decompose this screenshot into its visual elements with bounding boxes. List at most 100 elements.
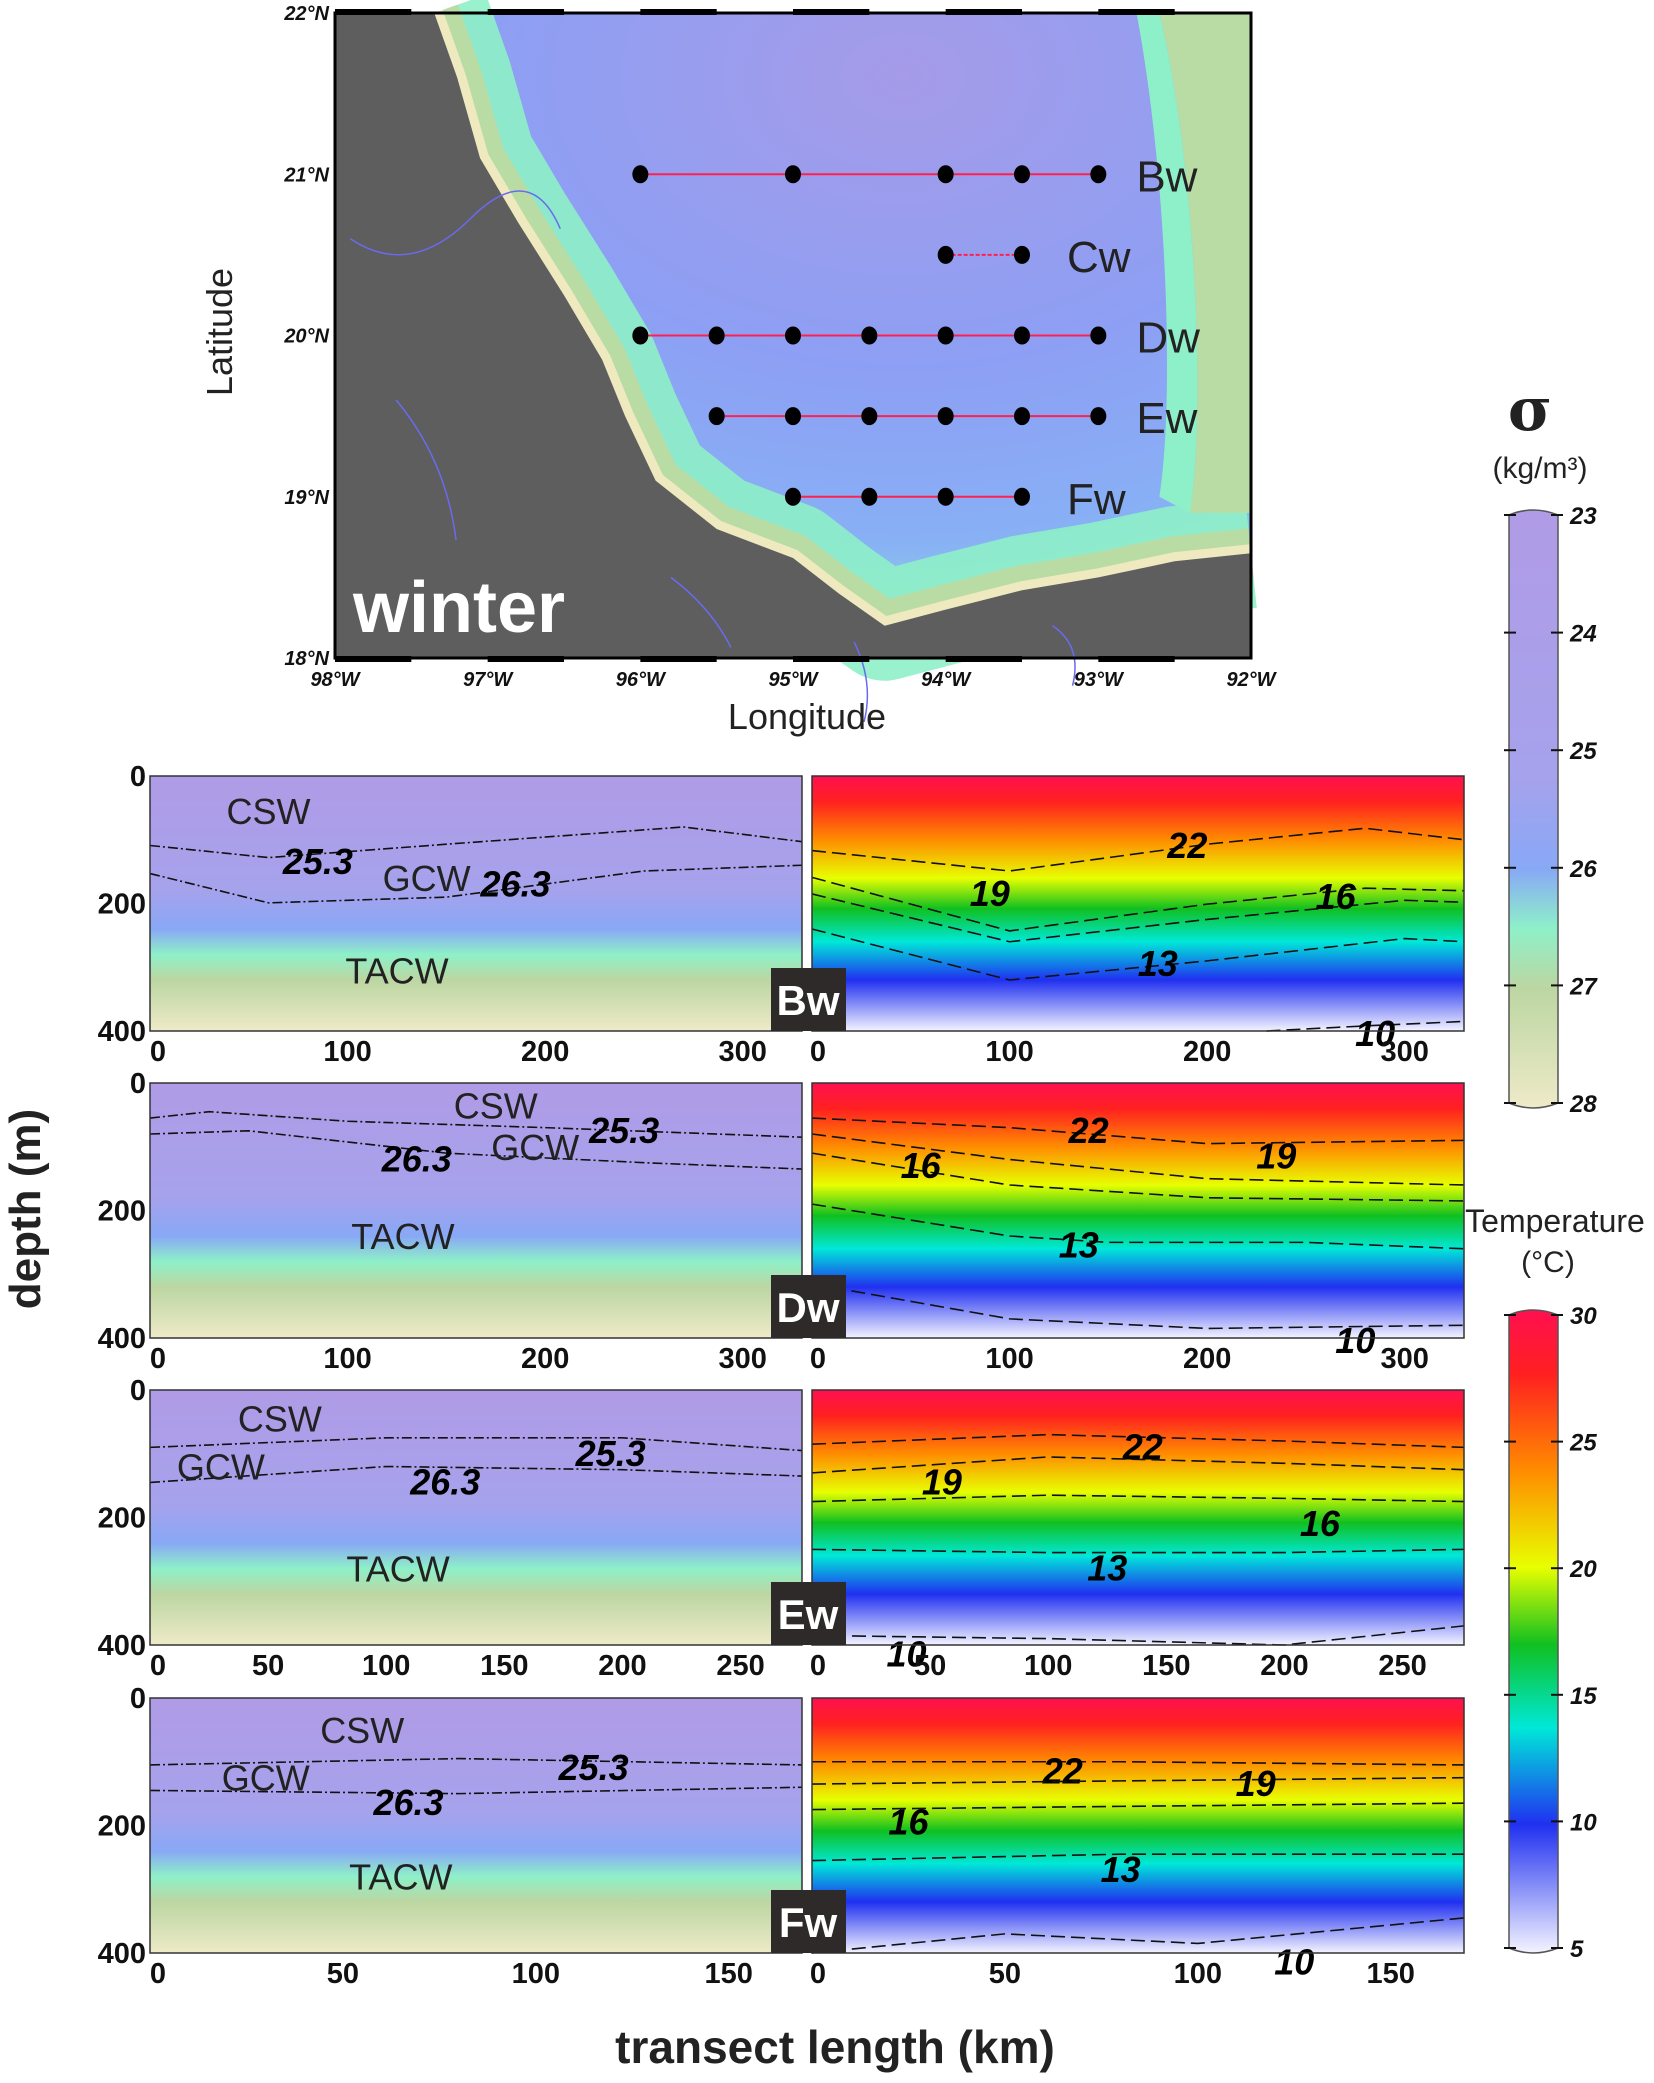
- depth-tick-label: 200: [98, 1503, 146, 1535]
- temperature-contour-22: [812, 1760, 1465, 1766]
- latitude-tick-label: 19°N: [284, 487, 329, 509]
- distance-tick-label: 100: [985, 1343, 1033, 1375]
- station-marker: [1090, 326, 1107, 345]
- distance-tick-label: 100: [985, 1036, 1033, 1068]
- temperature-contour-19: [811, 1133, 1465, 1186]
- station-marker: [1014, 407, 1030, 426]
- colorbar-tick-label: 15: [1570, 1683, 1597, 1710]
- station-marker: [1014, 165, 1030, 184]
- density-section: [150, 1698, 802, 1953]
- transect-label: Bw: [1136, 152, 1197, 201]
- transect-Fw: Fw: [785, 475, 1126, 524]
- longitude-tick-label: 94°W: [921, 669, 972, 691]
- temperature-contour-19: [811, 1776, 1465, 1785]
- transect-Bw: Bw: [632, 152, 1198, 201]
- transect-name: Bw: [777, 977, 840, 1024]
- distance-tick-label: 100: [362, 1650, 410, 1682]
- density-contour-label: 25.3: [282, 841, 353, 882]
- temperature-contour-label: 16: [1300, 1503, 1341, 1544]
- temperature-contour-10: [811, 1625, 1465, 1646]
- density-frame: [149, 1082, 803, 1339]
- station-marker: [861, 487, 878, 506]
- temperature-contour-16: [811, 1152, 1465, 1202]
- distance-tick-label: 200: [521, 1343, 569, 1375]
- depth-tick-label: 0: [130, 1068, 146, 1100]
- distance-tick-label: 50: [989, 1958, 1021, 1990]
- latitude-axis-label: Latitude: [199, 268, 240, 396]
- distance-tick-label: 100: [512, 1958, 560, 1990]
- sigma-title: σ: [1508, 375, 1552, 445]
- colorbar-unit: (°C): [1521, 1246, 1575, 1279]
- transect-Cw: Cw: [937, 233, 1131, 282]
- temperature-contour-16: [811, 1494, 1465, 1503]
- station-marker: [937, 165, 954, 184]
- section-row-Ew: 25.3 26.3 22 19 16 13 10 CSW GCW TACW Ew 0 0 50 50 100 1…: [98, 1375, 1465, 1682]
- transect-name: Fw: [779, 1899, 838, 1946]
- density-contour-26.3: [149, 1786, 803, 1795]
- colorbar-tick-label: 10: [1570, 1809, 1597, 1836]
- water-mass-label: CSW: [227, 791, 311, 832]
- transect-label: Fw: [1067, 475, 1126, 524]
- station-marker: [1014, 487, 1030, 506]
- depth-tick-label: 200: [98, 1196, 146, 1228]
- distance-tick-label: 250: [716, 1650, 764, 1682]
- temperature-section: [812, 1083, 1464, 1338]
- transect-name: Dw: [777, 1284, 840, 1331]
- density-contour-25.3: [149, 1437, 803, 1452]
- temperature-contour-13: [811, 1548, 1465, 1554]
- transect-name-box: [771, 1582, 846, 1645]
- temperature-frame: [811, 775, 1465, 1032]
- distance-tick-label: 0: [810, 1650, 826, 1682]
- station-marker: [861, 326, 878, 345]
- map-panel: 98°W 97°W 96°W 95°W 94°W 93°W 92°W 18°N 19°N 20°N…: [199, 0, 1278, 737]
- temperature-contour-22: [811, 1117, 1465, 1145]
- latitude-tick-label: 18°N: [284, 648, 329, 670]
- longitude-tick-label: 92°W: [1226, 669, 1277, 691]
- map-border-tick: [335, 656, 412, 662]
- temperature-contour-label: 22: [1068, 1110, 1109, 1151]
- distance-tick-label: 300: [1381, 1343, 1429, 1375]
- depth-tick-label: 400: [98, 1630, 146, 1662]
- water-mass-label: GCW: [177, 1447, 265, 1488]
- station-marker: [937, 487, 954, 506]
- colorbar-tick-label: 25: [1569, 738, 1597, 765]
- temperature-contour-10: [811, 1917, 1465, 1954]
- latitude-tick-label: 21°N: [283, 164, 329, 186]
- temperature-contour-22: [811, 1433, 1465, 1449]
- distance-tick-label: 0: [810, 1036, 826, 1068]
- density-contour-25.3: [149, 1757, 803, 1766]
- campeche-shelf: [1136, 13, 1198, 513]
- colorbar-3: [1508, 1309, 1559, 1954]
- temperature-contour-label: 19: [922, 1461, 962, 1502]
- density-section: [150, 776, 802, 1031]
- rivers: [349, 190, 1076, 723]
- transect-label: Ew: [1136, 394, 1197, 443]
- transect-length-axis-label: transect length (km): [615, 2021, 1055, 2073]
- temperature-contour-10: [1266, 1020, 1465, 1032]
- depth-tick-label: 200: [98, 889, 146, 921]
- distance-tick-label: 200: [1260, 1650, 1308, 1682]
- distance-tick-label: 100: [323, 1343, 371, 1375]
- map-border-tick: [640, 656, 717, 662]
- distance-tick-label: 50: [327, 1958, 359, 1990]
- map-border-tick: [793, 9, 870, 15]
- temperature-contour-13: [811, 1853, 1464, 1862]
- temperature-contour-19: [811, 1456, 1465, 1474]
- distance-tick-label: 150: [480, 1650, 528, 1682]
- distance-tick-label: 150: [1367, 1958, 1415, 1990]
- map-border-tick: [945, 9, 1022, 15]
- map-border-tick: [335, 9, 412, 15]
- transect-Ew: Ew: [708, 394, 1198, 443]
- distance-tick-label: 100: [1174, 1958, 1222, 1990]
- transect-label: Cw: [1067, 233, 1131, 282]
- distance-tick-label: 0: [150, 1036, 166, 1068]
- transect-name-box: [771, 1275, 846, 1338]
- section-row-Bw: 25.3 26.3 22 19 16 13 10 CSW GCW TACW Bw 0 0 100 100 20…: [98, 761, 1465, 1068]
- longitude-tick-label: 97°W: [463, 669, 514, 691]
- water-mass-label: CSW: [238, 1399, 322, 1440]
- temperature-contour-label: 13: [1138, 943, 1178, 984]
- density-frame: [149, 1389, 803, 1646]
- map-border-tick: [793, 656, 870, 662]
